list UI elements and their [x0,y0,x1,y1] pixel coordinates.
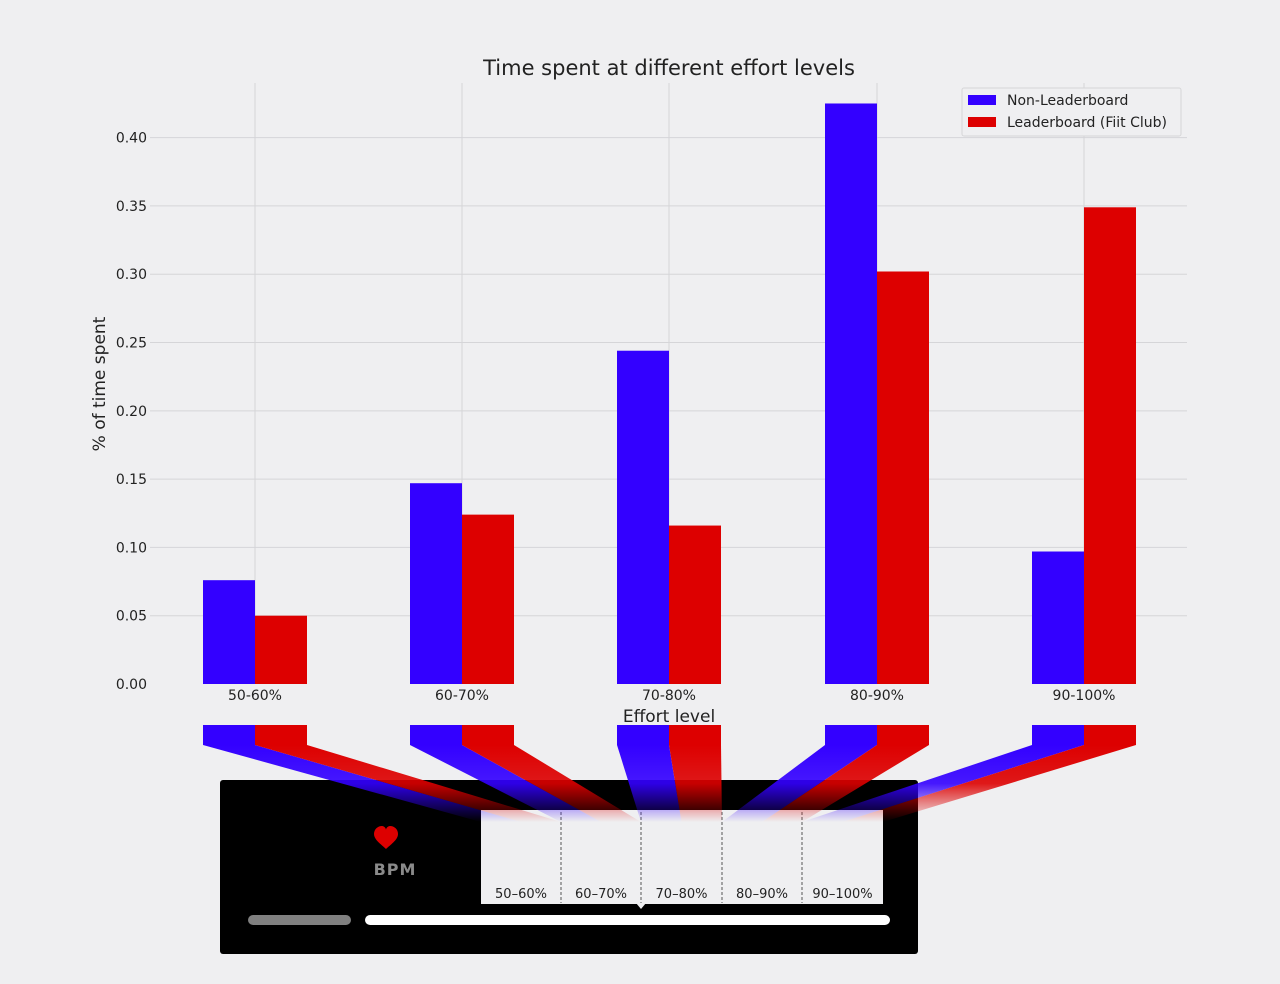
zone-labels: 50–60% 60–70% 70–80% 80–90% 90–100% [495,887,873,902]
funnel-connector [669,745,722,822]
bar-leaderboard-3 [877,271,929,684]
inactive-progress-bar [248,915,351,925]
funnel-connector [462,745,641,822]
legend-swatch-non-leaderboard [968,95,996,105]
active-progress-bar [365,915,890,925]
bar-non-leaderboard-0 [203,580,255,684]
zone-pointer [636,903,646,909]
y-tick-label: 0.20 [116,404,147,420]
funnel-strip [410,725,462,745]
x-tick-label: 70-80% [642,688,696,704]
funnel-strip [462,725,514,745]
zone-label: 90–100% [812,887,872,902]
bar-leaderboard-0 [255,615,307,684]
y-tick-label: 0.40 [116,131,147,147]
y-tick-label: 0.15 [116,472,147,488]
bar-leaderboard-4 [1084,207,1136,684]
zone-panel [481,810,883,904]
x-axis-ticks: 50-60% 60-70% 70-80% 80-90% 90-100% [228,688,1115,704]
funnel-strip [617,725,669,745]
device-illustration: 50–60% 60–70% 70–80% 80–90% 90–100% BPM [220,780,918,954]
y-tick-label: 0.05 [116,609,147,625]
bar-non-leaderboard-3 [825,103,877,684]
funnel-connector [255,745,561,822]
y-tick-label: 0.10 [116,540,147,556]
zone-label: 80–90% [736,887,788,902]
funnel-connector [802,745,1084,822]
x-tick-label: 60-70% [435,688,489,704]
bar-non-leaderboard-2 [617,350,669,684]
zone-label: 50–60% [495,887,547,902]
legend-box [961,87,1182,137]
funnel-connectors [203,725,1136,822]
x-tick-label: 80-90% [850,688,904,704]
legend-label-leaderboard: Leaderboard (Fiit Club) [1007,115,1167,131]
bar-non-leaderboard-4 [1032,551,1084,684]
legend: Non-Leaderboard Leaderboard (Fiit Club) [961,87,1182,137]
bar-non-leaderboard-1 [410,483,462,684]
funnel-connector [762,745,929,822]
bpm-label: BPM [374,860,417,879]
funnel-strip [877,725,929,745]
funnel-connector [617,745,682,822]
zone-label: 60–70% [575,887,627,902]
bar-leaderboard-2 [669,525,721,684]
y-tick-label: 0.35 [116,199,147,215]
funnel-strip [255,725,307,745]
funnel-strip [203,725,255,745]
funnel-connector [842,745,1136,822]
x-axis-label: Effort level [623,707,715,727]
funnel-strip [1032,725,1084,745]
funnel-connector [203,745,521,822]
funnel-connector [722,745,877,822]
legend-label-non-leaderboard: Non-Leaderboard [1007,93,1128,109]
funnel-strip [669,725,721,745]
bar-leaderboard-1 [462,514,514,684]
bars [203,103,1136,684]
y-tick-label: 0.25 [116,336,147,352]
y-axis-label: % of time spent [90,316,110,451]
funnel-strip [1084,725,1136,745]
zone-dividers [560,812,803,903]
legend-swatch-leaderboard [968,117,996,127]
chart-title: Time spent at different effort levels [482,56,855,80]
funnel-connector [410,745,601,822]
funnel-strip [825,725,877,745]
x-tick-label: 50-60% [228,688,282,704]
zone-label: 70–80% [656,887,708,902]
y-axis-ticks: 0.00 0.05 0.10 0.15 0.20 0.25 0.30 0.35 0.40 [116,131,147,693]
y-tick-label: 0.00 [116,677,147,693]
x-tick-label: 90-100% [1053,688,1116,704]
y-tick-label: 0.30 [116,267,147,283]
heart-icon [374,826,398,849]
